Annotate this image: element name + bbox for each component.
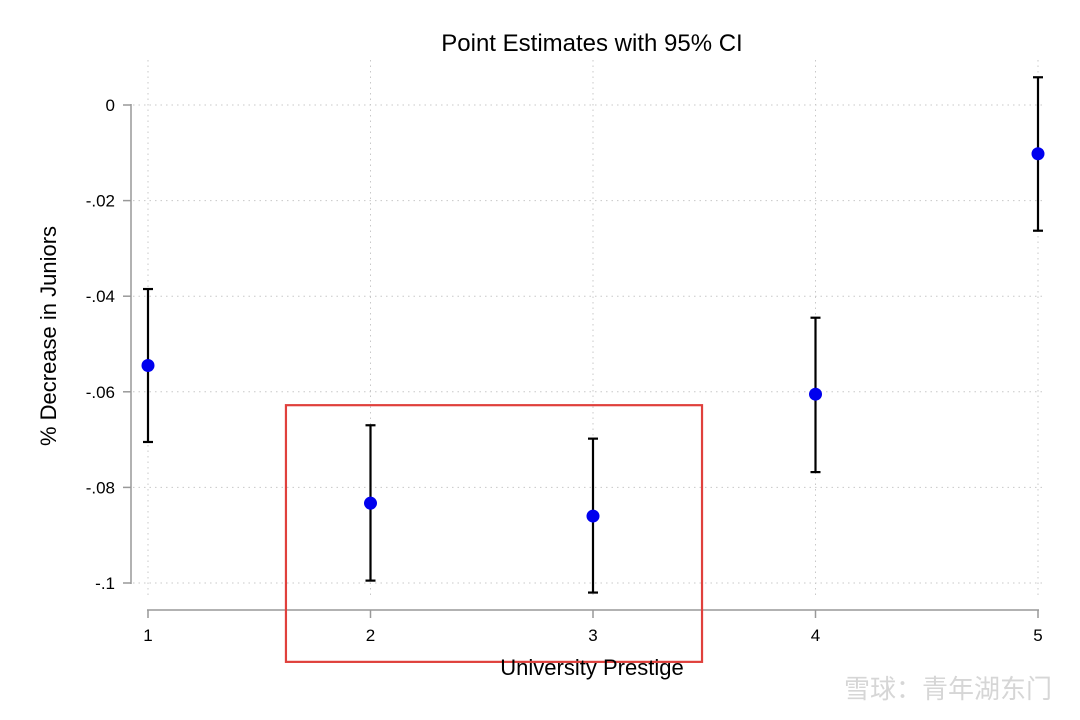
ticks: 0 -.02 -.04 -.06 -.08 -.1 1 2 3 4 5 [86, 96, 1043, 645]
y-tick-label: -.02 [86, 192, 115, 211]
point-estimate [1031, 147, 1045, 161]
x-tick-label: 1 [143, 626, 152, 645]
y-tick-label: -.06 [86, 383, 115, 402]
y-tick-label: -.04 [86, 287, 115, 306]
y-axis-label: % Decrease in Juniors [36, 226, 61, 446]
point-estimate [809, 387, 822, 401]
x-tick-label: 5 [1033, 626, 1042, 645]
highlight-overlay [284, 404, 704, 663]
axes [130, 104, 1039, 611]
highlight-box [284, 404, 704, 663]
grid [133, 60, 1045, 598]
x-axis-label: University Prestige [500, 655, 683, 680]
y-tick-label: -.1 [95, 574, 115, 593]
point-estimate [141, 359, 155, 373]
x-tick-label: 3 [588, 626, 597, 645]
chart-title: Point Estimates with 95% CI [441, 30, 742, 57]
y-tick-label: 0 [106, 96, 115, 115]
x-tick-label: 4 [811, 626, 820, 645]
x-tick-label: 2 [366, 626, 375, 645]
point-estimate [586, 509, 600, 523]
marks [141, 76, 1045, 594]
watermark: 雪球：青年湖东门 [843, 675, 1052, 705]
point-estimate [364, 496, 377, 510]
y-tick-label: -.08 [86, 478, 115, 497]
